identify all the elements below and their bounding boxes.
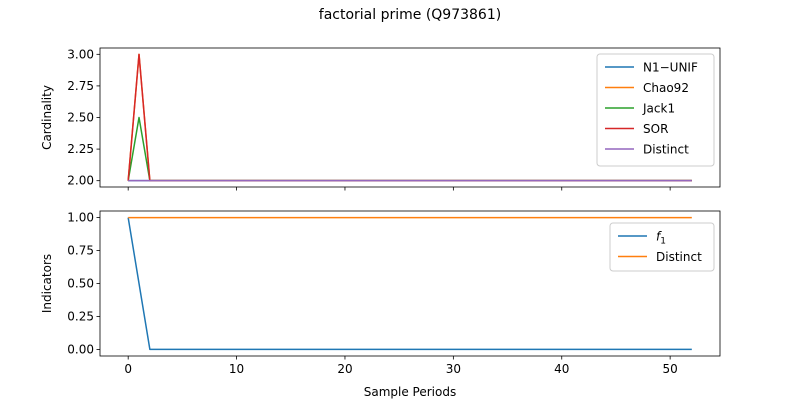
legend-box: [596, 53, 715, 167]
x-tick-label: 20: [337, 362, 352, 376]
legend-box: [609, 222, 715, 272]
y-tick-label: 2.00: [67, 174, 94, 188]
y-tick-label: 1.00: [67, 211, 94, 225]
legend-entry-label: Jack1: [642, 102, 675, 116]
y-axis-label: Indicators: [40, 254, 54, 313]
legend: N1−UNIF Chao92 Jack1 SOR Distinct: [596, 53, 715, 167]
x-axis-label: Sample Periods: [364, 385, 456, 399]
y-tick-label: 2.25: [67, 142, 94, 156]
legend-entry-label: Distinct: [643, 143, 689, 157]
figure-title: factorial prime (Q973861): [319, 7, 501, 23]
legend-entry-label: Distinct: [656, 250, 702, 264]
y-tick-label: 3.00: [67, 47, 94, 61]
y-axis-label: Cardinality: [40, 85, 54, 150]
legend-entry-label: f1: [656, 230, 666, 247]
y-tick-label: 2.50: [67, 111, 94, 125]
y-tick-label: 0.00: [67, 342, 94, 356]
series-line-1-0: [127, 217, 692, 351]
legend-entry-label: SOR: [643, 122, 668, 136]
x-tick-label: 30: [446, 362, 461, 376]
y-tick-label: 2.75: [67, 79, 94, 93]
y-tick-label: 0.50: [67, 277, 94, 291]
indicators-panel: 0 10 20 30 40 50 0.00 0.25 0.50 0.75 1.00 Indicator…: [40, 211, 721, 399]
legend: f1 Distinct: [609, 222, 715, 272]
x-tick-label: 40: [554, 362, 569, 376]
y-tick-label: 0.75: [67, 244, 94, 258]
legend-entry-label: N1−UNIF: [643, 61, 698, 75]
cardinality-panel: 2.00 2.25 2.50 2.75 3.00 Cardinality N1−UNIF Ch…: [40, 47, 721, 191]
y-tick-label: 0.25: [67, 309, 94, 323]
x-tick-label: 50: [662, 362, 677, 376]
x-tick-label: 0: [124, 362, 132, 376]
x-tick-label: 10: [229, 362, 244, 376]
legend-entry-label: Chao92: [643, 81, 689, 95]
